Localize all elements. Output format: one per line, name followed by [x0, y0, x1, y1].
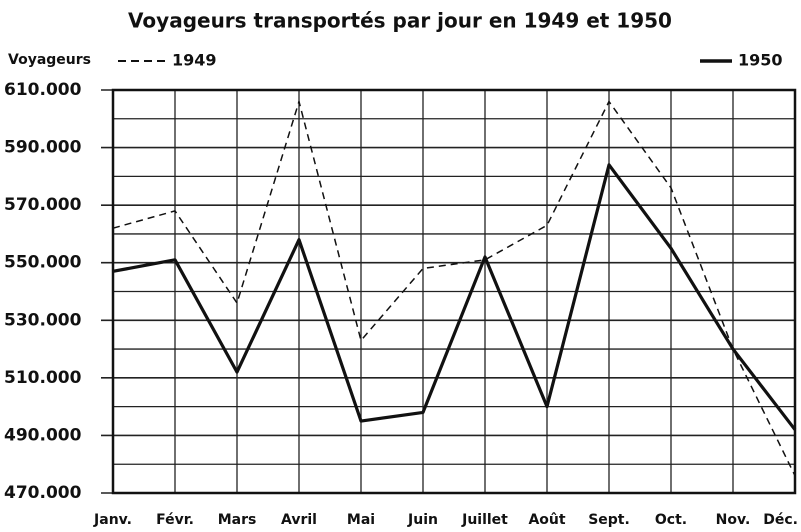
legend-label: 1950 [738, 51, 783, 70]
plot-frame [111, 88, 797, 495]
x-tick-label: Avril [281, 512, 317, 528]
chart-title: Voyageurs transportés par jour en 1949 e… [128, 9, 672, 33]
y-axis-label: Voyageurs [8, 52, 91, 68]
x-tick-label: Mars [218, 512, 257, 528]
x-tick-label: Août [528, 512, 565, 528]
line-series [112, 100, 796, 477]
x-tick-label: Juin [407, 512, 438, 528]
y-tick-label: 470.000 [4, 483, 82, 503]
x-tick-label: Oct. [655, 512, 687, 528]
y-tick-label: 610.000 [4, 80, 82, 100]
y-tick-label: 510.000 [4, 368, 82, 388]
y-tick-label: 590.000 [4, 138, 82, 158]
line-series [112, 163, 797, 431]
x-tick-label: Janv. [93, 512, 132, 528]
y-tick-label: 530.000 [4, 310, 82, 330]
x-tick-label: Déc. [763, 512, 798, 528]
x-tick-label: Nov. [716, 512, 751, 528]
x-tick-label: Sept. [588, 512, 630, 528]
y-tick-label: 490.000 [4, 425, 82, 445]
y-tick-label: 550.000 [4, 253, 82, 273]
x-tick-label: Mai [347, 512, 375, 528]
x-tick-label: Févr. [156, 512, 194, 528]
x-tick-label: Juillet [461, 512, 508, 528]
y-tick-label: 570.000 [4, 195, 82, 215]
legend-label: 1949 [172, 51, 217, 70]
